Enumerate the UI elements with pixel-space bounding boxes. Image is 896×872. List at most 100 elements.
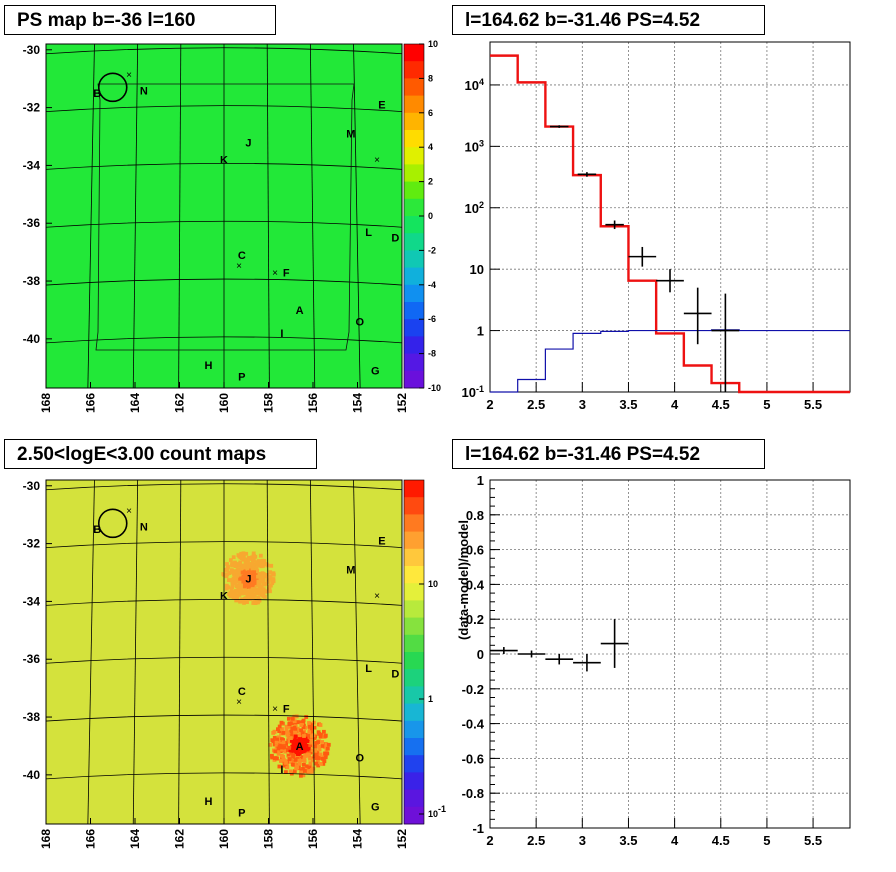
x-tick-label: 3.5	[619, 397, 637, 412]
meridian-line	[309, 43, 316, 389]
source-label-K: K	[220, 155, 228, 167]
br-title: l=164.62 b=-31.46 PS=4.52	[452, 439, 765, 469]
source-label-H: H	[204, 360, 212, 372]
colorbar-label: 10	[428, 39, 438, 49]
colorbar-label: -6	[428, 314, 436, 324]
y-tick-label: -38	[23, 274, 41, 288]
source-label-P: P	[238, 371, 245, 383]
grid	[490, 42, 850, 392]
x-tick-label: 5	[763, 397, 770, 412]
meridian-line	[353, 43, 361, 389]
colorbar-segment	[404, 233, 424, 251]
source-label-C: C	[238, 250, 246, 262]
y-tick-label: -34	[23, 158, 41, 172]
source-label-N: N	[140, 85, 148, 97]
meridian-line	[178, 43, 182, 389]
colorbar-segment	[404, 147, 424, 165]
x-tick-label: 168	[39, 393, 53, 413]
colorbar-label: -8	[428, 349, 436, 359]
source-label-B: B	[93, 88, 101, 100]
colorbar-label: 4	[428, 142, 433, 152]
y-tick-label: -40	[23, 332, 41, 346]
colorbar-segment	[404, 284, 424, 303]
colorbar-segment	[404, 95, 424, 114]
x-tick-label: 3	[579, 397, 586, 412]
colorbar-segment	[404, 164, 424, 182]
colorbar-segment	[404, 61, 424, 79]
colorbar-label: 6	[428, 108, 433, 118]
source-label-G: G	[371, 366, 380, 378]
y-tick-label: 1	[477, 324, 484, 339]
plot-frame	[489, 41, 851, 393]
colorbar-segment	[404, 267, 424, 286]
coordinate-grid	[45, 43, 403, 389]
colorbar-segment	[404, 216, 424, 234]
source-cross: ×	[126, 70, 132, 81]
spectrum-panel: 10-1 1 10 102 103 104 2 2.5 3 3.5 4 4.5 5 5.5	[462, 41, 851, 412]
source-label-A: A	[296, 305, 304, 317]
colorbar-segment	[404, 78, 424, 96]
colorbar-segment	[404, 319, 424, 337]
meridian-line	[87, 43, 95, 389]
colorbar-label: 2	[428, 177, 433, 187]
y-tick-label: -32	[23, 101, 41, 115]
colorbar-segment	[404, 181, 424, 200]
x-tick-label: 4	[671, 397, 679, 412]
colorbar-label: 0	[428, 211, 433, 221]
roi-boundary	[95, 83, 355, 351]
colorbar-segment	[404, 302, 424, 320]
x-tick-label: 4.5	[712, 397, 730, 412]
source-label-E: E	[378, 100, 385, 112]
colorbar-segment	[404, 336, 424, 354]
x-tick-label: 152	[395, 393, 409, 413]
source-label-F: F	[283, 267, 290, 279]
x-tick-label: 166	[84, 393, 98, 413]
x-tick-label: 164	[128, 393, 142, 413]
y-tick-label: 10	[470, 262, 484, 277]
x-tick-label: 154	[351, 393, 365, 413]
x-tick-label: 162	[173, 393, 187, 413]
x-tick-label: 160	[217, 393, 231, 413]
x-tick-label: 158	[262, 393, 276, 413]
tl-title: PS map b=-36 l=160	[4, 5, 276, 35]
background-histogram	[490, 329, 850, 393]
source-cross: ×	[236, 261, 242, 272]
source-cross: ×	[374, 155, 380, 166]
y-tick-label: 104	[465, 77, 484, 93]
x-tick-label: 2.5	[527, 397, 545, 412]
candidate-circle	[97, 72, 128, 103]
y-tick-label: 10-1	[462, 384, 484, 400]
colorbar-segment	[404, 370, 424, 389]
y-tick-label: -36	[23, 216, 41, 230]
colorbar-label: -4	[428, 280, 436, 290]
bl-title: 2.50<logE<3.00 count maps	[4, 439, 317, 469]
tr-title: l=164.62 b=-31.46 PS=4.52	[452, 5, 765, 35]
colorbar-segment	[404, 198, 424, 217]
colorbar-segment	[404, 112, 424, 131]
colorbar-label: -10	[428, 383, 441, 393]
colorbar-label: -2	[428, 245, 436, 255]
colorbar-segment	[404, 353, 424, 372]
colorbar-segment	[404, 130, 424, 148]
source-label-O: O	[355, 317, 364, 329]
source-label-J: J	[245, 137, 251, 149]
model-histogram	[490, 54, 850, 394]
meridian-line	[132, 43, 139, 389]
colorbar-segment	[404, 250, 424, 268]
meridian-line	[266, 43, 270, 389]
source-label-M: M	[346, 129, 355, 141]
x-tick-label: 156	[306, 393, 320, 413]
x-tick-label: 5.5	[804, 397, 822, 412]
source-cross: ×	[272, 268, 278, 279]
y-tick-label: 102	[465, 200, 484, 216]
source-label-I: I	[280, 328, 283, 340]
colorbar-label: 8	[428, 73, 433, 83]
source-label-D: D	[391, 233, 399, 245]
y-tick-label: 103	[465, 138, 484, 154]
source-label-L: L	[365, 227, 372, 239]
colorbar-segment	[404, 44, 424, 62]
y-tick-label: -30	[23, 43, 41, 57]
